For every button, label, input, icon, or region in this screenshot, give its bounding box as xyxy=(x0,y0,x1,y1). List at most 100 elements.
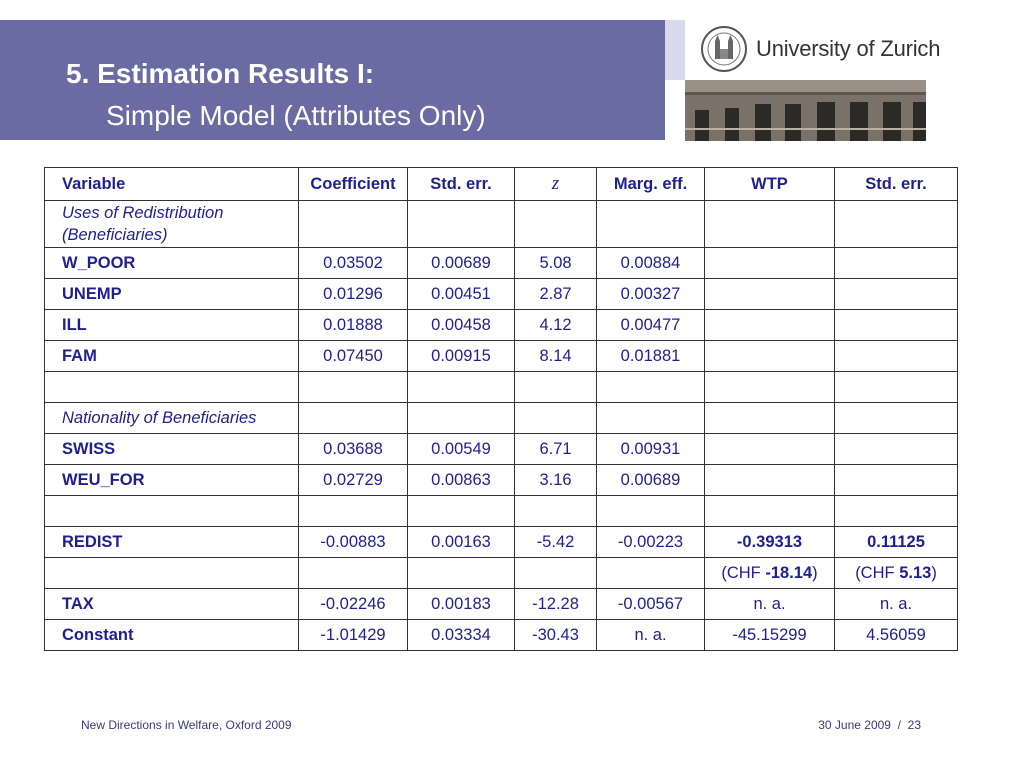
table-row: W_POOR 0.03502 0.00689 5.08 0.00884 xyxy=(44,247,958,279)
table-row: Constant -1.01429 0.03334 -30.43 n. a. -… xyxy=(44,619,958,651)
table-cell: 6.71 xyxy=(514,433,597,465)
table-cell xyxy=(514,557,597,589)
table-cell xyxy=(704,278,835,310)
table-cell xyxy=(514,495,597,527)
table-cell: n. a. xyxy=(596,619,705,651)
table-cell: 0.00689 xyxy=(596,464,705,496)
table-cell xyxy=(704,371,835,403)
table-cell xyxy=(514,402,597,434)
table-cell: 0.07450 xyxy=(298,340,408,372)
table-cell: -0.00223 xyxy=(596,526,705,558)
table-cell xyxy=(514,371,597,403)
table-cell: 0.00451 xyxy=(407,278,515,310)
header-wtp-std-err: Std. err. xyxy=(834,167,958,201)
table-cell xyxy=(596,557,705,589)
table-cell xyxy=(407,402,515,434)
table-row: FAM 0.07450 0.00915 8.14 0.01881 xyxy=(44,340,958,372)
table-cell: 0.00327 xyxy=(596,278,705,310)
table-cell xyxy=(704,433,835,465)
table-header-row: Variable Coefficient Std. err. z Marg. e… xyxy=(44,167,958,201)
table-cell: 0.00931 xyxy=(596,433,705,465)
table-row: Uses of Redistribution (Beneficiaries) xyxy=(44,200,958,248)
table-cell: 3.16 xyxy=(514,464,597,496)
table-cell: n. a. xyxy=(704,588,835,620)
table-cell: -5.42 xyxy=(514,526,597,558)
table-cell xyxy=(298,371,408,403)
table-cell xyxy=(834,309,958,341)
table-cell: n. a. xyxy=(834,588,958,620)
table-cell xyxy=(298,402,408,434)
variable-label: TAX xyxy=(44,588,299,620)
table-cell xyxy=(834,433,958,465)
table-cell: -30.43 xyxy=(514,619,597,651)
table-cell xyxy=(834,464,958,496)
header-coefficient: Coefficient xyxy=(298,167,408,201)
table-cell: 0.03334 xyxy=(407,619,515,651)
section-label: Nationality of Beneficiaries xyxy=(44,402,299,434)
table-cell xyxy=(834,340,958,372)
table-row: SWISS 0.03688 0.00549 6.71 0.00931 xyxy=(44,433,958,465)
variable-label: UNEMP xyxy=(44,278,299,310)
header-marg-eff: Marg. eff. xyxy=(596,167,705,201)
table-row: (CHF -18.14) (CHF 5.13) xyxy=(44,557,958,589)
header-variable: Variable xyxy=(44,167,299,201)
table-cell xyxy=(834,402,958,434)
table-cell: -12.28 xyxy=(514,588,597,620)
table-row: WEU_FOR 0.02729 0.00863 3.16 0.00689 xyxy=(44,464,958,496)
table-row: Nationality of Beneficiaries xyxy=(44,402,958,434)
table-cell: 0.00689 xyxy=(407,247,515,279)
variable-label xyxy=(44,495,299,527)
table-cell: 0.00183 xyxy=(407,588,515,620)
wtp-chf-cell: (CHF -18.14) xyxy=(704,557,835,589)
table-cell: -0.02246 xyxy=(298,588,408,620)
se-chf-prefix: (CHF xyxy=(855,563,900,582)
table-cell: -0.00883 xyxy=(298,526,408,558)
wtp-chf-value: -18.14 xyxy=(765,563,813,582)
variable-label xyxy=(44,371,299,403)
se-chf-suffix: ) xyxy=(931,563,937,582)
table-cell: 0.01888 xyxy=(298,309,408,341)
variable-label: W_POOR xyxy=(44,247,299,279)
table-cell: 0.03502 xyxy=(298,247,408,279)
table-cell xyxy=(407,200,515,248)
table-cell: 4.56059 xyxy=(834,619,958,651)
table-cell: -1.01429 xyxy=(298,619,408,651)
title-band xyxy=(0,20,665,140)
table-cell: 0.03688 xyxy=(298,433,408,465)
table-cell: 0.00458 xyxy=(407,309,515,341)
table-cell: 2.87 xyxy=(514,278,597,310)
table-cell xyxy=(704,309,835,341)
table-cell: 0.00163 xyxy=(407,526,515,558)
variable-label: ILL xyxy=(44,309,299,341)
variable-label: SWISS xyxy=(44,433,299,465)
table-cell xyxy=(596,200,705,248)
se-chf-cell: (CHF 5.13) xyxy=(834,557,958,589)
table-row: UNEMP 0.01296 0.00451 2.87 0.00327 xyxy=(44,278,958,310)
table-cell xyxy=(298,200,408,248)
table-cell xyxy=(407,371,515,403)
footer-conference: New Directions in Welfare, Oxford 2009 xyxy=(81,718,292,732)
wtp-chf-prefix: (CHF xyxy=(721,563,766,582)
table-row: ILL 0.01888 0.00458 4.12 0.00477 xyxy=(44,309,958,341)
table-cell: 5.08 xyxy=(514,247,597,279)
table-cell xyxy=(704,495,835,527)
table-cell: 0.00549 xyxy=(407,433,515,465)
table-cell xyxy=(834,247,958,279)
table-cell: 4.12 xyxy=(514,309,597,341)
table-cell xyxy=(834,200,958,248)
table-cell: -0.39313 xyxy=(704,526,835,558)
page-subtitle: Simple Model (Attributes Only) xyxy=(106,100,486,131)
table-cell: 0.00915 xyxy=(407,340,515,372)
table-cell: 0.02729 xyxy=(298,464,408,496)
title-band-edge xyxy=(665,20,685,80)
table-cell: 0.00477 xyxy=(596,309,705,341)
table-row xyxy=(44,371,958,403)
variable-label: REDIST xyxy=(44,526,299,558)
table-cell xyxy=(596,402,705,434)
table-row: REDIST -0.00883 0.00163 -5.42 -0.00223 -… xyxy=(44,526,958,558)
table-cell xyxy=(704,464,835,496)
table-cell xyxy=(298,557,408,589)
footer-date-page: 30 June 2009 / 23 xyxy=(818,718,921,732)
se-chf-value: 5.13 xyxy=(899,563,932,582)
table-cell: 0.01296 xyxy=(298,278,408,310)
